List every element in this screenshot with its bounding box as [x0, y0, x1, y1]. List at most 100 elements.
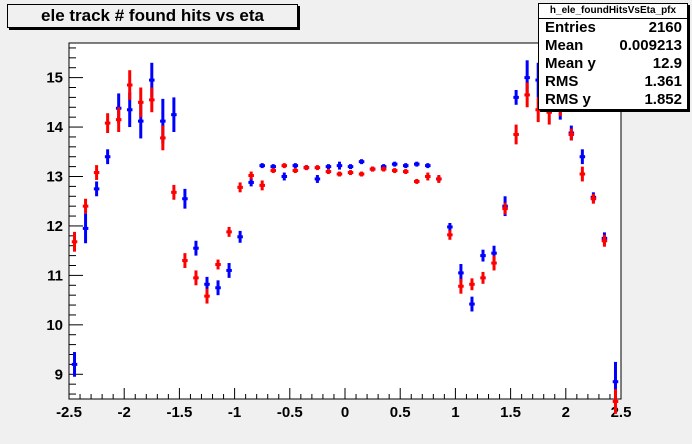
data-point	[469, 278, 475, 291]
stats-row-rms-y: RMS y 1.852	[539, 91, 687, 109]
x-tick-label: 2.5	[611, 404, 632, 421]
y-tick-label: 13	[46, 169, 63, 186]
data-point	[160, 125, 166, 151]
x-tick-label: -2.5	[56, 404, 82, 421]
data-point	[93, 165, 100, 180]
data-point	[513, 89, 519, 105]
data-point	[336, 161, 343, 170]
data-point	[259, 163, 265, 169]
axes: -2.5 -2 -1.5 -1 -0.5 0 0.5 1 1.5 2 2.5 9 10 11 12 13 14 1…	[46, 47, 632, 421]
data-point	[325, 169, 332, 175]
stats-value: 2160	[648, 19, 682, 36]
data-point	[193, 240, 199, 256]
data-point	[270, 168, 276, 174]
x-tick-label: 1	[451, 404, 459, 421]
data-point	[612, 389, 619, 414]
stats-row-rms: RMS 1.361	[539, 73, 687, 91]
y-tick-label: 12	[46, 218, 63, 235]
y-tick-label: 10	[46, 317, 63, 334]
x-tick-label: -1.5	[166, 404, 192, 421]
data-point	[436, 175, 442, 183]
y-tick-label: 14	[46, 119, 63, 136]
data-point	[237, 230, 243, 243]
x-tick-label: -2	[118, 404, 131, 421]
data-point	[82, 198, 89, 214]
data-point	[237, 182, 243, 193]
stats-row-entries: Entries 2160	[539, 19, 687, 37]
data-point	[149, 87, 155, 113]
data-point	[292, 163, 299, 169]
data-point	[226, 226, 232, 237]
data-point	[502, 202, 508, 215]
y-tick-label: 9	[55, 366, 63, 383]
stats-row-mean-y: Mean y 12.9	[539, 55, 687, 73]
data-point	[480, 249, 486, 262]
data-point	[347, 164, 354, 170]
data-point	[292, 168, 299, 174]
stats-label: RMS y	[545, 91, 591, 108]
data-point	[215, 280, 221, 296]
data-point	[425, 163, 431, 169]
stats-histogram-name: h_ele_foundHitsVsEta_pfx	[539, 4, 687, 19]
data-point	[93, 181, 100, 197]
data-point	[391, 161, 398, 167]
x-tick-label: 0.5	[390, 404, 411, 421]
stats-value: 1.852	[644, 91, 682, 108]
data-point	[104, 113, 111, 133]
data-point	[579, 166, 586, 182]
stats-value: 1.361	[644, 73, 682, 90]
data-point	[391, 168, 398, 174]
y-tick-label: 15	[46, 70, 63, 87]
data-point	[193, 270, 199, 286]
data-point	[590, 193, 597, 204]
y-tick-label: 11	[47, 267, 63, 284]
data-point	[226, 263, 232, 278]
data-point	[447, 229, 453, 240]
data-point	[248, 171, 254, 180]
data-point	[281, 163, 288, 169]
x-tick-label: -1	[228, 404, 241, 421]
stats-label: RMS	[545, 73, 579, 90]
data-point	[369, 166, 376, 172]
stats-box: h_ele_foundHitsVsEta_pfx Entries 2160 Me…	[538, 3, 688, 110]
data-point	[447, 222, 453, 231]
data-point	[259, 180, 265, 191]
data-point	[104, 149, 111, 165]
data-point	[425, 172, 431, 181]
stats-value: 12.9	[652, 55, 682, 72]
data-point	[358, 171, 365, 177]
data-point	[215, 259, 221, 270]
data-point	[524, 82, 530, 108]
data-point	[314, 175, 321, 183]
data-point	[325, 164, 332, 170]
data-point	[336, 171, 343, 177]
data-point	[171, 184, 177, 200]
data-point	[402, 169, 409, 175]
data-point	[248, 178, 254, 187]
data-point	[71, 352, 78, 377]
x-tick-label: -0.5	[277, 404, 303, 421]
data-point	[115, 107, 122, 132]
stats-value: 0.009213	[619, 37, 682, 54]
data-point	[314, 165, 321, 171]
data-point	[480, 271, 486, 284]
data-point	[303, 165, 310, 171]
data-point	[204, 288, 210, 304]
x-tick-label: 2	[562, 404, 570, 421]
data-point	[281, 172, 288, 181]
data-point	[126, 70, 133, 100]
stats-label: Entries	[545, 19, 596, 36]
data-point	[82, 213, 89, 244]
chart-title: ele track # found hits vs eta	[7, 4, 298, 28]
data-point	[579, 149, 586, 165]
data-point	[491, 255, 497, 271]
data-point	[469, 296, 475, 312]
stats-label: Mean	[545, 37, 584, 54]
data-point	[414, 161, 420, 167]
data-series	[71, 60, 619, 414]
data-point	[513, 124, 519, 145]
data-point	[380, 166, 387, 172]
data-point	[402, 163, 409, 169]
x-tick-label: 1.5	[500, 404, 521, 421]
